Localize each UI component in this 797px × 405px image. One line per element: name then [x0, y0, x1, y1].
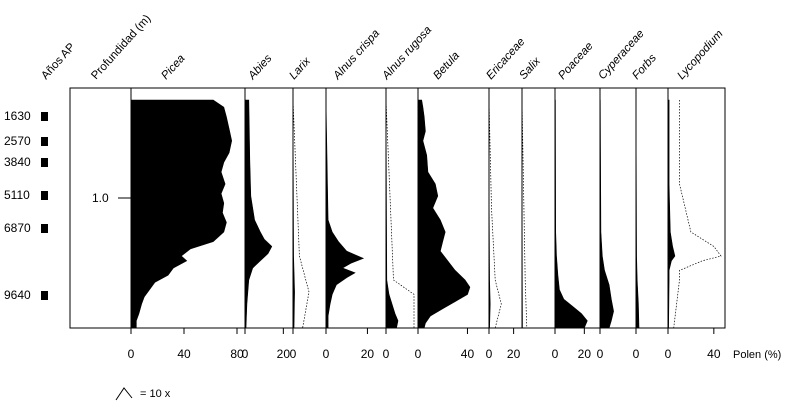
- age-axis-header: Años AP: [39, 41, 78, 82]
- exaggeration-curve: [292, 99, 310, 329]
- x-tick-label: 0: [383, 347, 390, 361]
- x-tick-label: 0: [323, 347, 330, 361]
- age-label: 9640: [4, 288, 31, 302]
- x-tick-label: 0: [665, 347, 672, 361]
- age-marker: [41, 224, 48, 233]
- taxon-label: Poaceae: [556, 40, 595, 82]
- x-tick-label: 20: [578, 347, 592, 361]
- taxon-label: Abies: [246, 52, 275, 82]
- x-tick-label: 0: [633, 347, 640, 361]
- age-marker: [41, 158, 48, 167]
- taxon-label: Picea: [159, 53, 187, 82]
- x-tick-label: 40: [707, 347, 721, 361]
- x-tick-label: 40: [177, 347, 191, 361]
- exaggeration-symbol: [115, 387, 133, 401]
- exaggeration-curve: [521, 99, 528, 329]
- age-label: 5110: [4, 188, 30, 202]
- x-tick-label: 0: [128, 347, 135, 361]
- age-label: 2570: [4, 134, 31, 148]
- age-marker: [41, 112, 48, 121]
- age-label: 3840: [4, 155, 31, 169]
- exaggeration-curve: [385, 99, 415, 328]
- taxon-curve: [521, 99, 523, 329]
- taxon-curve: [244, 99, 273, 329]
- taxon-label: Forbs: [630, 52, 659, 82]
- taxon-curve: [417, 99, 471, 329]
- age-marker: [41, 191, 48, 200]
- x-tick-label: 0: [486, 347, 493, 361]
- taxon-curve: [385, 99, 399, 329]
- taxon-curve: [130, 99, 233, 329]
- exaggeration-curve: [673, 100, 722, 329]
- taxon-label: Alnus crispa: [331, 27, 383, 82]
- x-tick-label: 20: [361, 347, 375, 361]
- taxon-curve: [554, 99, 588, 329]
- depth-axis-header: Profundidad (m): [89, 13, 153, 82]
- age-marker: [41, 291, 48, 300]
- taxon-label: Salix: [517, 55, 543, 82]
- x-tick-label: 0: [552, 347, 559, 361]
- taxon-label: Larix: [287, 55, 313, 82]
- x-tick-label: 0: [415, 347, 422, 361]
- x-tick-label: 0: [242, 347, 249, 361]
- legend-text: = 10 x: [140, 388, 171, 400]
- age-label: 1630: [4, 109, 31, 123]
- age-marker: [41, 137, 48, 146]
- x-tick-label: 20: [507, 347, 521, 361]
- x-tick-label: 80: [230, 347, 244, 361]
- depth-label: 1.0: [92, 191, 109, 205]
- age-label: 6870: [4, 221, 31, 235]
- taxon-curve: [325, 99, 365, 329]
- x-tick-label: 0: [597, 347, 604, 361]
- taxon-curve: [292, 99, 295, 329]
- taxon-label: Alnus rugosa: [380, 24, 435, 83]
- x-tick-label: 20: [277, 347, 291, 361]
- exaggeration-curve: [488, 99, 502, 329]
- x-tick-label: 0: [290, 347, 297, 361]
- plot-frame: [69, 87, 726, 329]
- taxon-label: Lycopodium: [675, 28, 726, 82]
- x-tick-label: 40: [461, 347, 475, 361]
- taxon-curve: [667, 99, 676, 329]
- taxon-label: Betula: [431, 50, 462, 82]
- taxon-curve: [599, 99, 614, 329]
- x-axis-unit-label: Polen (%): [733, 349, 781, 361]
